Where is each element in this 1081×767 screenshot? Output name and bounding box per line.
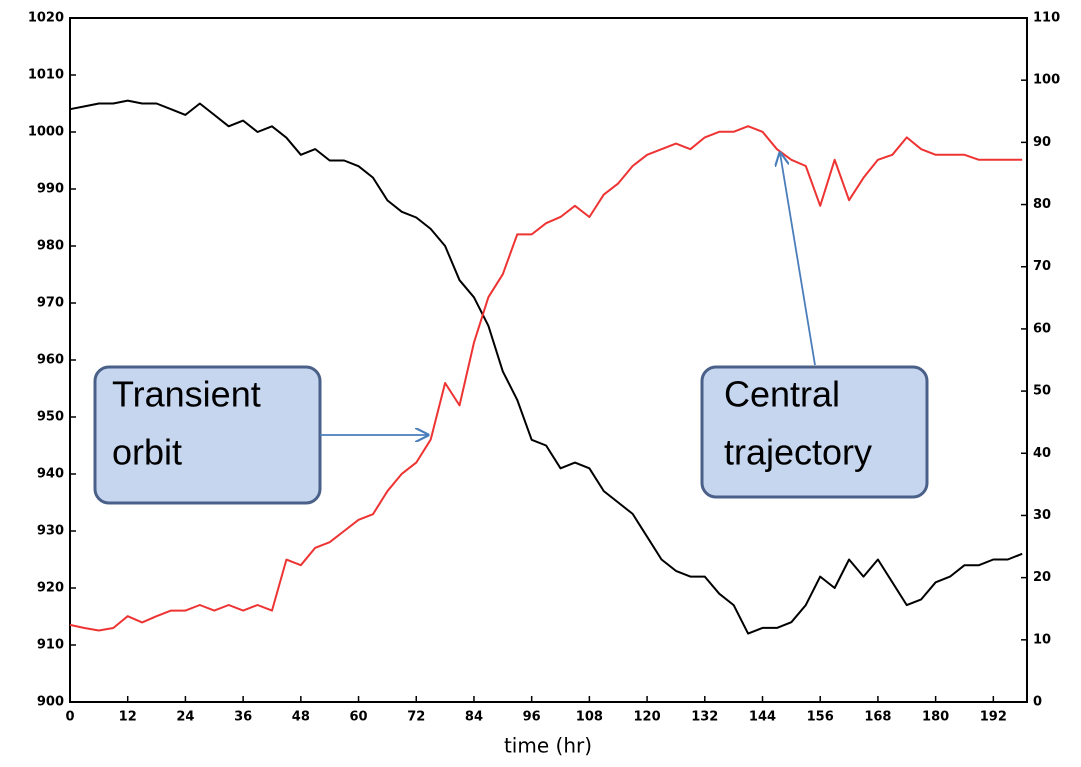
y-tick-label: 1000 [28, 125, 64, 140]
y2-tick-label: 110 [1033, 11, 1060, 26]
y-tick-label: 980 [37, 239, 64, 254]
x-tick-label: 96 [523, 710, 541, 725]
y2-tick-label: 60 [1033, 321, 1051, 336]
x-tick-label: 168 [864, 710, 891, 725]
x-tick-label: 180 [922, 710, 949, 725]
y-tick-label: 920 [37, 581, 64, 596]
annotation-text: Central [724, 374, 840, 415]
data-line [69, 99, 1023, 635]
y2-tick-label: 80 [1033, 197, 1051, 212]
x-tick-label: 0 [65, 710, 74, 725]
y-tick-label: 960 [37, 353, 64, 368]
y-tick-label: 940 [37, 467, 64, 482]
x-tick-label: 72 [407, 710, 425, 725]
y2-tick-label: 10 [1033, 632, 1051, 647]
x-tick-label: 120 [634, 710, 661, 725]
x-tick-label: 192 [980, 710, 1007, 725]
annotation-arrow [780, 153, 816, 366]
y-tick-label: 900 [37, 695, 64, 710]
y-tick-label: 1010 [28, 68, 64, 83]
y2-tick-label: 70 [1033, 259, 1051, 274]
x-tick-label: 132 [691, 710, 718, 725]
y-tick-label: 910 [37, 638, 64, 653]
annotation-text: Transient [112, 374, 261, 415]
x-tick-label: 36 [234, 710, 252, 725]
y-tick-label: 930 [37, 524, 64, 539]
data-line [69, 125, 1023, 632]
y2-tick-label: 50 [1033, 384, 1051, 399]
annotation-text: trajectory [724, 432, 872, 473]
annotation-text: orbit [112, 432, 182, 473]
x-tick-label: 156 [807, 710, 834, 725]
x-axis-label: time (hr) [504, 734, 592, 758]
y-tick-label: 970 [37, 296, 64, 311]
y2-tick-label: 90 [1033, 135, 1051, 150]
x-tick-label: 108 [576, 710, 603, 725]
y2-tick-label: 100 [1033, 73, 1060, 88]
x-tick-label: 24 [176, 710, 194, 725]
x-tick-label: 84 [465, 710, 483, 725]
y2-tick-label: 30 [1033, 508, 1051, 523]
y-tick-label: 990 [37, 182, 64, 197]
y-tick-label: 1020 [28, 11, 64, 26]
plot-frame [69, 17, 1028, 703]
x-tick-label: 60 [349, 710, 367, 725]
x-tick-label: 48 [292, 710, 310, 725]
y2-tick-label: 20 [1033, 570, 1051, 585]
x-tick-label: 12 [119, 710, 137, 725]
x-tick-label: 144 [749, 710, 776, 725]
y2-tick-label: 40 [1033, 446, 1051, 461]
y-tick-label: 950 [37, 410, 64, 425]
y2-tick-label: 0 [1033, 695, 1042, 710]
annotation-box [700, 365, 929, 499]
